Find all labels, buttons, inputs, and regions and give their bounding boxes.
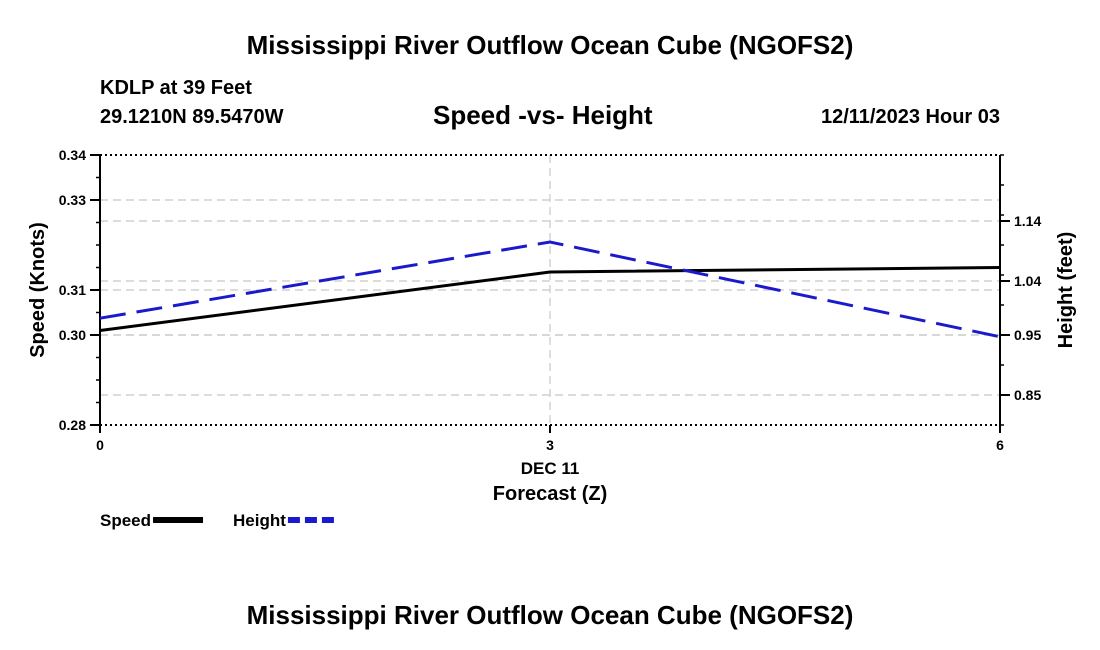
- axes: [90, 154, 1010, 433]
- right-tick-label: 1.14: [1014, 213, 1041, 229]
- right-tick-label: 0.95: [1014, 327, 1041, 343]
- left-tick-label: 0.28: [59, 417, 86, 433]
- x-tick-label: 0: [96, 437, 104, 453]
- grid-lines: [100, 155, 1000, 425]
- main-title: Mississippi River Outflow Ocean Cube (NG…: [246, 30, 854, 60]
- station-coordinates: 29.1210N 89.5470W: [100, 106, 284, 128]
- series-line-speed: [99, 266, 1001, 332]
- left-tick-label: 0.34: [59, 147, 86, 163]
- y-axis-left-title: Speed (Knots): [27, 222, 49, 358]
- left-tick-label: 0.30: [59, 327, 86, 343]
- y-axis-right-title: Height (feet): [1055, 232, 1077, 349]
- right-tick-label: 1.04: [1014, 273, 1041, 289]
- footer-title: Mississippi River Outflow Ocean Cube (NG…: [246, 600, 854, 630]
- series-lines: [99, 240, 1001, 339]
- x-tick-label: 6: [996, 437, 1004, 453]
- x-sub-label: DEC 11: [521, 459, 580, 478]
- forecast-datetime: 12/11/2023 Hour 03: [820, 106, 1000, 128]
- series-line-height: [99, 240, 1001, 339]
- axis-labels: 0.28 0.30 0.31 0.33 0.34 0.85 0.95 1.04 1.14 0 3 6 D…: [27, 147, 1077, 505]
- x-tick-label: 3: [546, 437, 554, 453]
- legend: Speed Height: [100, 511, 338, 530]
- left-tick-label: 0.31: [59, 282, 86, 298]
- chart-title: Speed -vs- Height: [433, 100, 653, 130]
- left-tick-label: 0.33: [59, 192, 86, 208]
- station-label: KDLP at 39 Feet: [100, 77, 252, 99]
- right-tick-label: 0.85: [1014, 387, 1041, 403]
- x-axis-title: Forecast (Z): [493, 483, 607, 505]
- legend-label-height: Height: [233, 511, 286, 530]
- legend-label-speed: Speed: [100, 511, 151, 530]
